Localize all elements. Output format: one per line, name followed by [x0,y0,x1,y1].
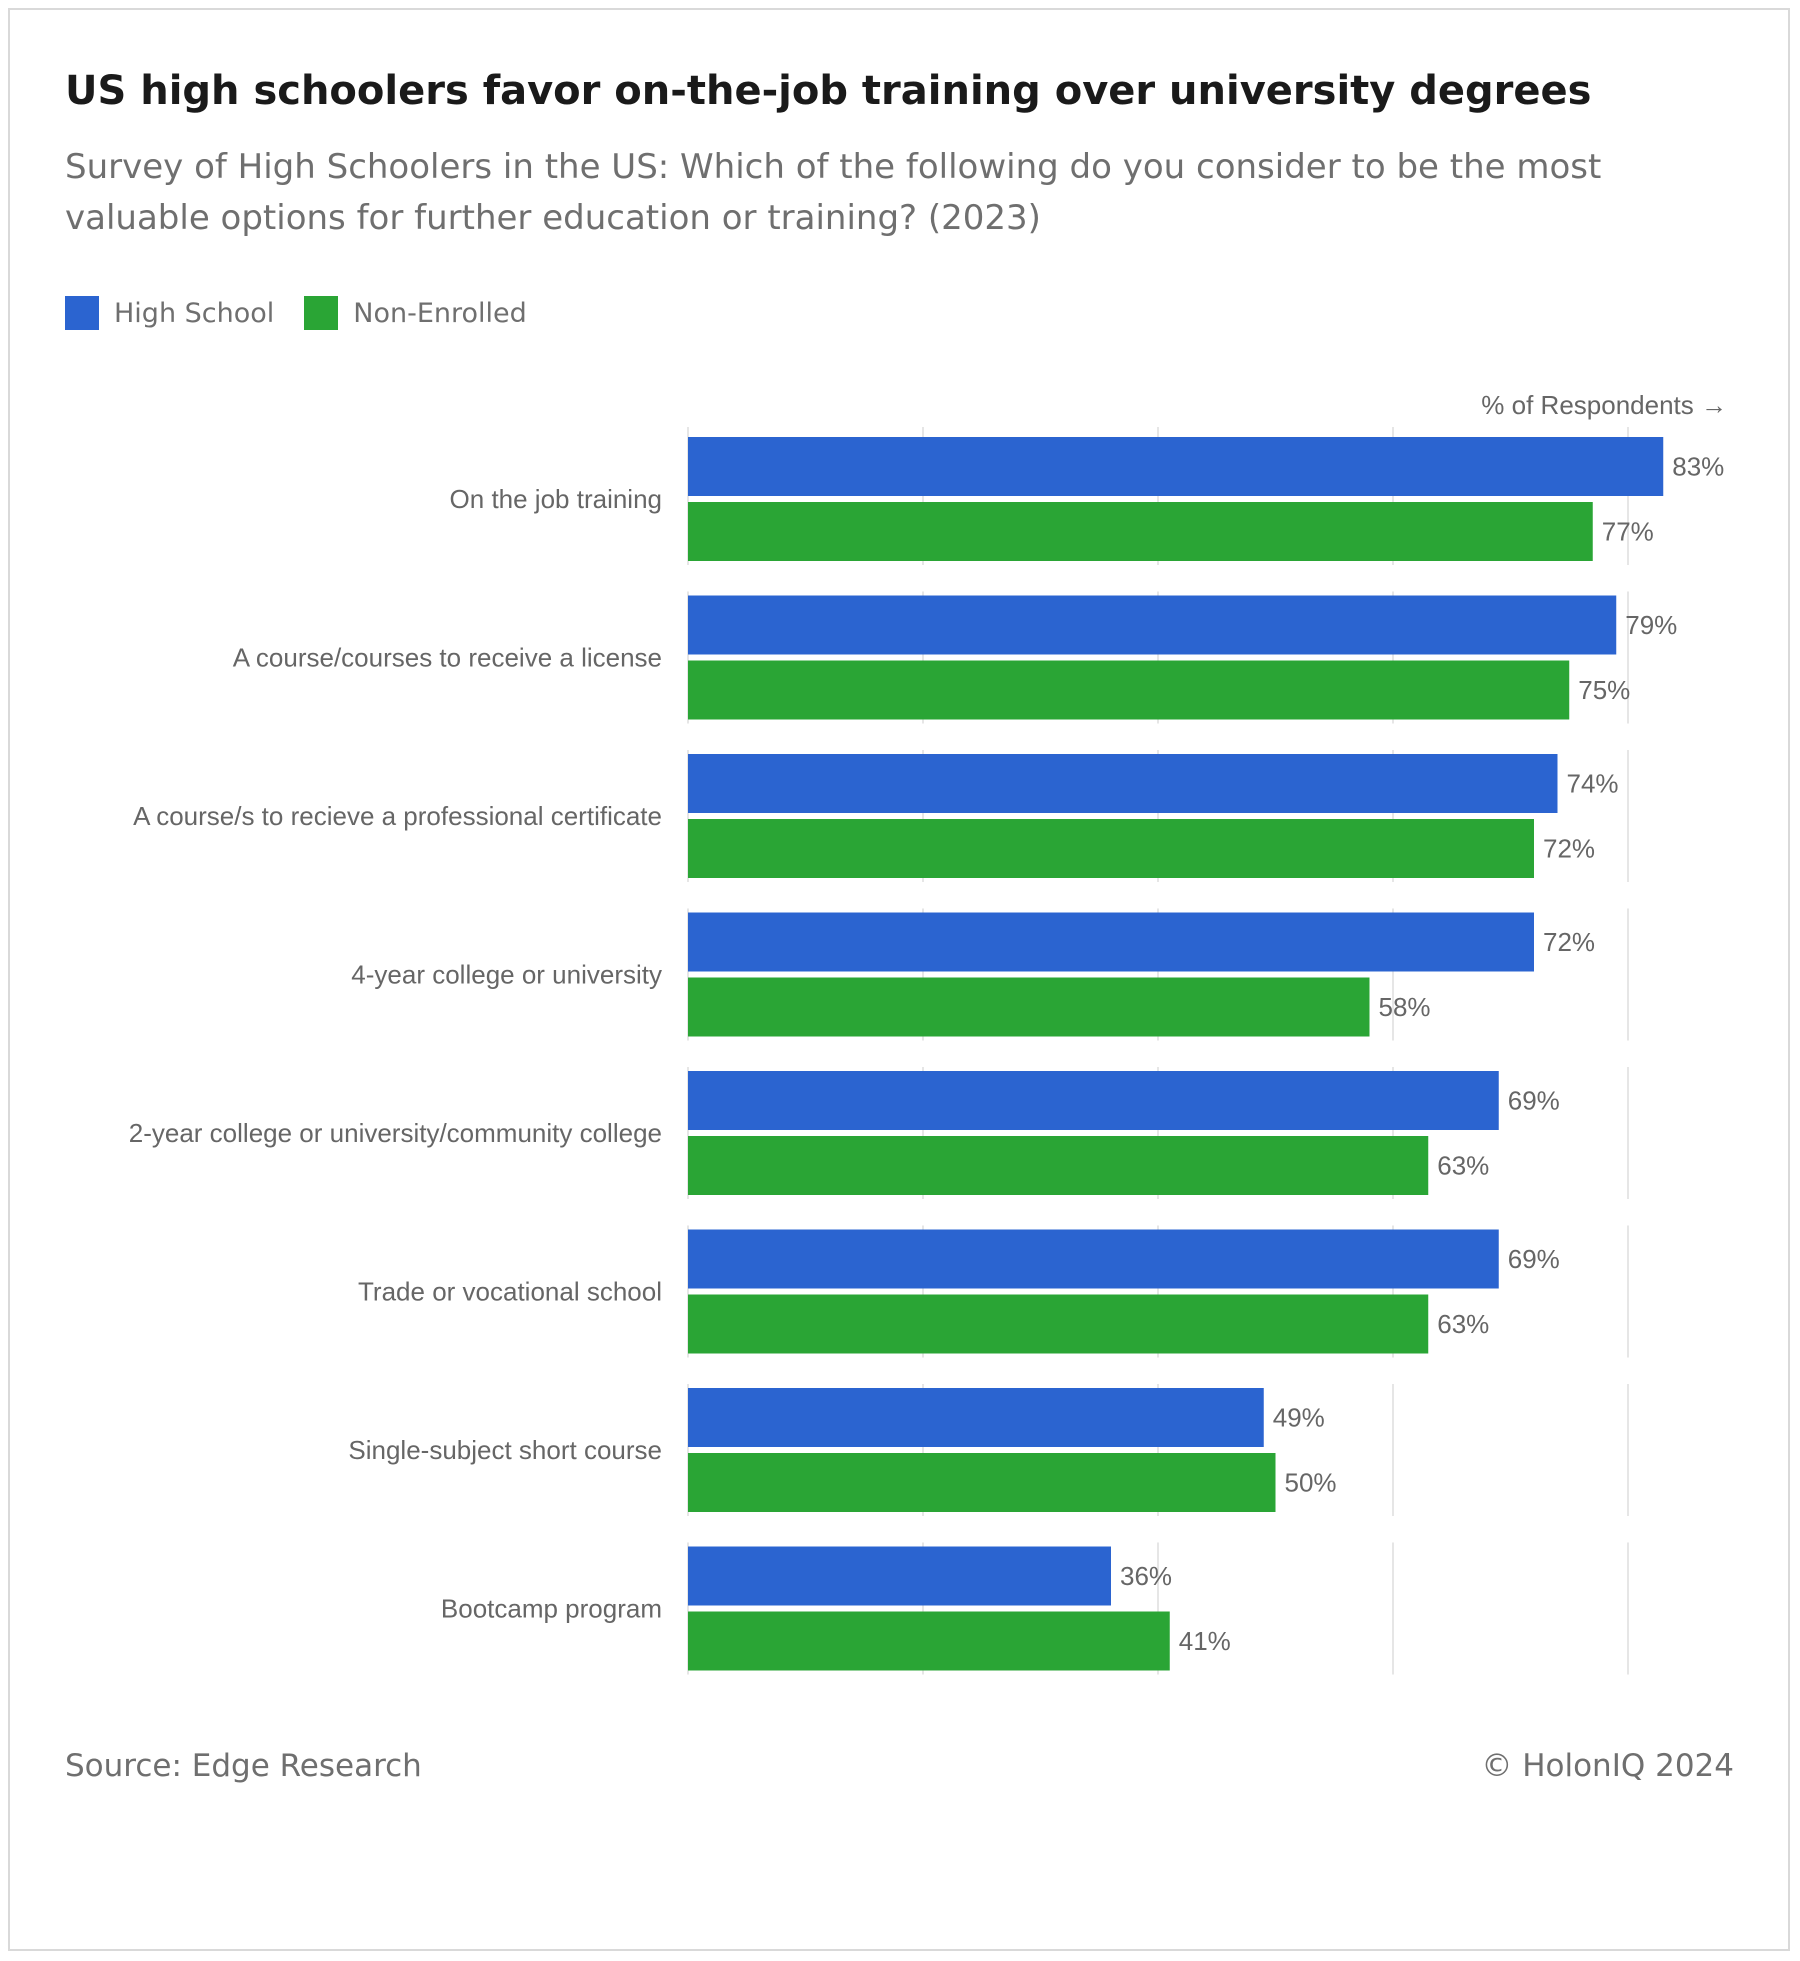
category-label: A course/courses to receive a license [233,643,662,673]
group-separator [686,1357,1786,1384]
category-group: Bootcamp program 36% 41% [441,1546,1786,1700]
value-label: 69% [1508,1086,1560,1116]
category-label: 2-year college or university/community c… [129,1118,662,1148]
legend-item-non-enrolled: Non-Enrolled [304,296,527,330]
bar-non-enrolled [688,1611,1170,1671]
value-label: 63% [1437,1309,1489,1339]
bars: On the job training 83% 77% A course/course… [129,437,1786,1700]
group-separator [686,565,1786,592]
bar-non-enrolled [688,977,1370,1037]
category-label: Single-subject short course [348,1435,662,1465]
value-label: 50% [1285,1468,1337,1498]
value-label: 41% [1179,1626,1231,1656]
value-label: 69% [1508,1244,1560,1274]
group-separator [686,1040,1786,1067]
bar-non-enrolled [688,502,1593,561]
category-group: Single-subject short course 49% 50% [348,1388,1786,1543]
legend-swatch-non-enrolled [304,296,339,330]
category-group: Trade or vocational school 69% 63% [358,1229,1786,1384]
category-group: On the job training 83% 77% [450,437,1786,592]
category-label: On the job training [450,484,662,514]
bar-high-school [688,1229,1499,1289]
value-label: 77% [1602,517,1654,547]
group-separator [686,1674,1786,1700]
chart-title: US high schoolers favor on-the-job train… [65,68,1592,114]
bar-high-school [688,1071,1499,1130]
group-separator [686,1516,1786,1543]
category-label: Trade or vocational school [358,1277,662,1307]
group-separator [686,1199,1786,1226]
value-label: 75% [1578,675,1630,705]
category-group: 4-year college or university 72% 58% [351,912,1786,1067]
value-label: 58% [1379,992,1431,1022]
bar-high-school [688,595,1617,655]
copyright-note: © HolonIQ 2024 [1481,1748,1734,1784]
chart-subtitle: Survey of High Schoolers in the US: Whic… [65,147,1602,238]
axis-note: % of Respondents → [1481,390,1727,420]
value-label: 36% [1120,1561,1172,1591]
category-group: A course/s to recieve a professional cer… [133,754,1786,909]
source-note: Source: Edge Research [65,1748,422,1784]
bar-high-school [688,754,1558,813]
legend: High School Non-Enrolled [65,296,557,330]
bar-high-school [688,1546,1111,1606]
bar-non-enrolled [688,1294,1429,1354]
bar-high-school [688,1388,1264,1447]
legend-label-high-school: High School [114,297,275,329]
value-label: 72% [1543,927,1595,957]
value-label: 79% [1625,610,1677,640]
value-label: 74% [1567,769,1619,799]
category-group: 2-year college or university/community c… [129,1071,1786,1226]
category-label: Bootcamp program [441,1594,662,1624]
legend-item-high-school: High School [65,296,274,330]
bar-non-enrolled [688,660,1570,720]
value-label: 83% [1672,452,1724,482]
bar-chart: On the job training 83% 77% A course/course… [128,390,1786,1700]
bar-non-enrolled [688,1453,1276,1512]
group-separator [686,723,1786,750]
bar-non-enrolled [688,819,1534,878]
value-label: 72% [1543,834,1595,864]
value-label: 63% [1437,1151,1489,1181]
category-label: A course/s to recieve a professional cer… [133,801,662,831]
bar-high-school [688,437,1664,496]
group-separator [686,882,1786,909]
legend-label-non-enrolled: Non-Enrolled [353,297,527,329]
category-label: 4-year college or university [351,960,662,990]
value-label: 49% [1273,1403,1325,1433]
category-group: A course/courses to receive a license 79%… [233,595,1786,750]
bar-high-school [688,912,1534,972]
bar-non-enrolled [688,1136,1429,1195]
legend-swatch-high-school [65,296,99,330]
